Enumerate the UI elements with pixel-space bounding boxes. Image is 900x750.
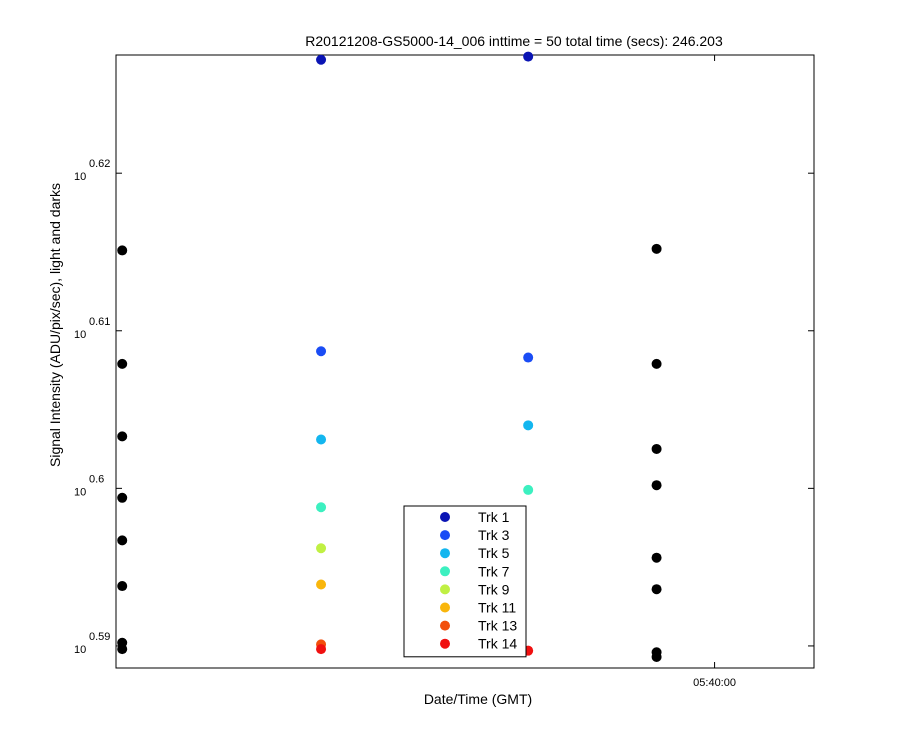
y-tick-exponent-2: 0.61: [89, 316, 110, 328]
point-trk-11-0: [316, 579, 327, 590]
legend-box: [403, 505, 527, 658]
point-dark-9: [651, 358, 662, 369]
point-dark-3: [117, 492, 128, 503]
point-trk-3-1: [523, 352, 534, 363]
point-dark-2: [117, 431, 128, 442]
legend-marker-2: [440, 548, 450, 559]
x-axis-label: Date/Time (GMT): [424, 691, 532, 707]
point-dark-8: [651, 243, 662, 254]
legend-marker-5: [440, 602, 450, 613]
legend-label-1: Trk 3: [478, 527, 510, 543]
x-tick-label-0: 05:40:00: [693, 677, 736, 689]
point-trk-3-0: [316, 346, 327, 357]
point-trk-7-1: [523, 484, 534, 495]
point-dark-5: [117, 581, 128, 592]
point-dark-0: [117, 245, 128, 256]
y-tick-exponent-1: 0.6: [89, 473, 104, 485]
y-axis-label: Signal Intensity (ADU/pix/sec), light an…: [47, 183, 63, 467]
legend-marker-0: [440, 512, 450, 522]
legend-marker-1: [440, 530, 450, 541]
point-trk-5-0: [316, 434, 327, 445]
y-tick-label-0: 10: [74, 644, 86, 656]
legend-marker-4: [440, 584, 450, 595]
point-trk-1-1: [523, 51, 534, 62]
point-dark-12: [651, 552, 662, 563]
point-trk-1-0: [316, 54, 327, 65]
legend-label-0: Trk 1: [478, 509, 510, 525]
legend-label-6: Trk 13: [478, 618, 517, 634]
data-points: [117, 51, 662, 662]
chart-title: R20121208-GS5000-14_006 inttime = 50 tot…: [305, 33, 723, 49]
legend-label-4: Trk 9: [478, 581, 510, 597]
point-trk-9-0: [316, 543, 327, 554]
legend-marker-7: [440, 638, 450, 649]
point-dark-15: [651, 651, 662, 662]
point-trk-7-0: [316, 502, 327, 513]
point-dark-10: [651, 443, 662, 454]
legend: Trk 1 Trk 3 Trk 5 Trk 7 Trk 9 Trk 11 Trk 13 Trk…: [403, 505, 527, 658]
y-tick-exponent-3: 0.62: [89, 158, 110, 170]
y-tick-exponent-0: 0.59: [89, 631, 110, 643]
point-dark-13: [651, 584, 662, 595]
legend-label-5: Trk 11: [478, 600, 516, 616]
point-dark-4: [117, 535, 128, 546]
y-tick-label-2: 10: [74, 329, 86, 341]
legend-label-3: Trk 7: [478, 563, 510, 579]
point-dark-7: [117, 644, 128, 655]
legend-marker-6: [440, 620, 450, 631]
point-trk-14-0: [316, 644, 327, 655]
legend-label-2: Trk 5: [478, 545, 510, 561]
point-dark-11: [651, 480, 662, 491]
legend-label-7: Trk 14: [478, 636, 517, 652]
point-trk-5-1: [523, 420, 534, 431]
point-dark-1: [117, 358, 128, 369]
y-tick-label-1: 10: [74, 486, 86, 498]
legend-marker-3: [440, 566, 450, 577]
y-tick-label-3: 10: [74, 171, 86, 183]
